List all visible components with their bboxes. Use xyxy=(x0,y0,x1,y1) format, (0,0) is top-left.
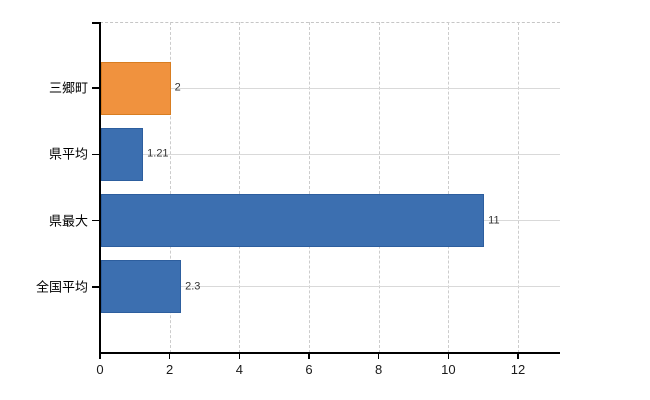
bar-value-label: 11 xyxy=(488,214,500,227)
vertical-gridline xyxy=(309,22,310,353)
category-label-三郷町: 三郷町 xyxy=(48,80,88,96)
bar-県最大 xyxy=(101,194,485,248)
y-axis-top-tick xyxy=(92,22,100,24)
horizontal-gridline xyxy=(100,153,560,155)
category-label-全国平均: 全国平均 xyxy=(35,279,88,295)
bar-全国平均 xyxy=(101,260,182,314)
x-axis-tick xyxy=(238,354,241,359)
x-tick-label: 10 xyxy=(441,362,456,377)
x-axis-tick xyxy=(168,354,171,359)
x-axis-tick xyxy=(377,354,380,359)
vertical-gridline xyxy=(518,22,519,353)
bar-value-label: 2 xyxy=(174,81,181,94)
vertical-gridline xyxy=(378,22,380,353)
x-tick-label: 4 xyxy=(235,362,243,377)
y-axis-tick xyxy=(92,153,100,156)
y-axis-tick xyxy=(92,87,100,89)
x-axis-tick xyxy=(99,354,101,359)
y-axis-tick xyxy=(92,286,100,288)
x-tick-label: 6 xyxy=(305,362,313,377)
horizontal-gridline xyxy=(100,286,560,288)
plot-top-border xyxy=(100,22,560,23)
x-tick-label: 8 xyxy=(375,362,383,377)
bar-三郷町 xyxy=(101,61,171,115)
x-axis-tick xyxy=(447,354,450,359)
x-axis-tick xyxy=(308,354,310,359)
x-tick-label: 12 xyxy=(510,362,526,377)
category-label-県最大: 県最大 xyxy=(48,213,88,229)
bar-value-label: 2.3 xyxy=(185,280,201,293)
horizontal-gridline xyxy=(100,87,560,89)
category-label-県平均: 県平均 xyxy=(48,146,88,162)
x-tick-label: 0 xyxy=(96,362,104,377)
bar-value-label: 1.21 xyxy=(147,147,169,160)
vertical-gridline xyxy=(239,22,241,353)
x-axis-tick xyxy=(517,354,519,359)
x-axis-line xyxy=(99,352,560,354)
y-axis-tick xyxy=(92,219,100,222)
vertical-gridline xyxy=(169,22,171,353)
vertical-gridline xyxy=(448,22,450,353)
x-tick-label: 2 xyxy=(166,362,174,377)
bar-県平均 xyxy=(101,127,144,181)
y-axis-line xyxy=(99,22,101,355)
